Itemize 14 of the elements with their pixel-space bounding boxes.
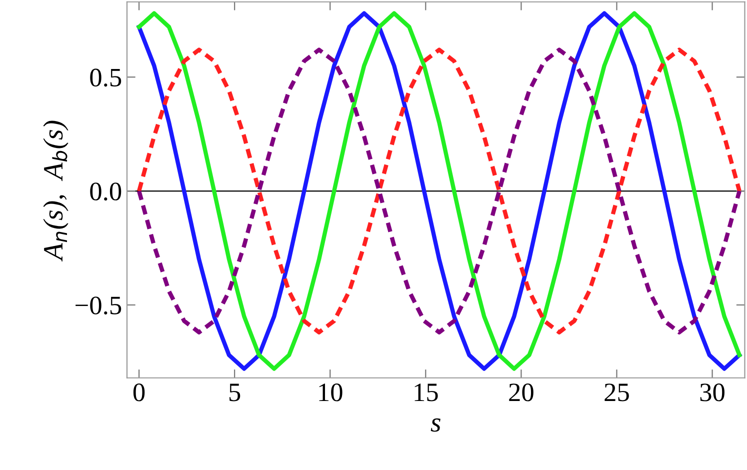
line-series xyxy=(136,48,742,334)
x-axis-title: s xyxy=(430,418,440,432)
x-tick-label: 30 xyxy=(700,384,724,402)
y-tick-label: 0.5 xyxy=(90,68,122,87)
y-axis-title: A$_{n}$(s), A$_{b}$(s) xyxy=(43,120,68,262)
x-tick-label: 15 xyxy=(414,384,438,402)
x-tick-label: 5 xyxy=(230,384,240,402)
y-tick-label: 0.0 xyxy=(90,182,122,201)
y-tick-label: −0.5 xyxy=(76,296,122,314)
x-tick-label: 10 xyxy=(319,384,342,402)
x-tick-label: 20 xyxy=(509,384,534,402)
line-series xyxy=(136,11,742,371)
x-tick-label: 0 xyxy=(133,384,145,402)
x-tick-label: 25 xyxy=(604,384,629,402)
